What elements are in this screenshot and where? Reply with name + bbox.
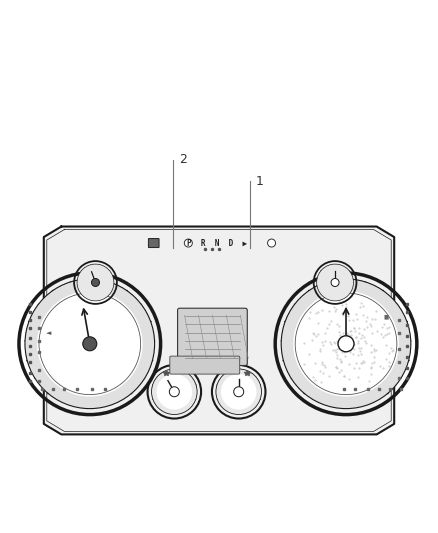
- Circle shape: [77, 264, 114, 301]
- FancyBboxPatch shape: [170, 356, 240, 374]
- FancyBboxPatch shape: [177, 308, 247, 366]
- Circle shape: [293, 291, 399, 397]
- Circle shape: [281, 279, 411, 409]
- Text: P  R  N  D  ▶: P R N D ▶: [187, 239, 247, 247]
- Circle shape: [170, 387, 179, 397]
- Text: 1: 1: [256, 175, 264, 188]
- FancyBboxPatch shape: [148, 239, 159, 247]
- Circle shape: [331, 278, 339, 287]
- Circle shape: [268, 239, 276, 247]
- Circle shape: [83, 337, 97, 351]
- Circle shape: [25, 279, 155, 409]
- Circle shape: [317, 264, 353, 301]
- Circle shape: [152, 369, 197, 415]
- Text: ◄: ◄: [46, 330, 52, 336]
- Circle shape: [234, 387, 244, 397]
- Circle shape: [221, 374, 257, 409]
- Text: 2: 2: [179, 154, 187, 166]
- Text: ■: ■: [384, 314, 389, 320]
- Circle shape: [184, 239, 192, 247]
- Circle shape: [216, 369, 261, 415]
- Circle shape: [92, 278, 99, 287]
- Circle shape: [37, 291, 143, 397]
- Circle shape: [156, 374, 192, 409]
- Polygon shape: [44, 227, 394, 434]
- Circle shape: [338, 336, 354, 352]
